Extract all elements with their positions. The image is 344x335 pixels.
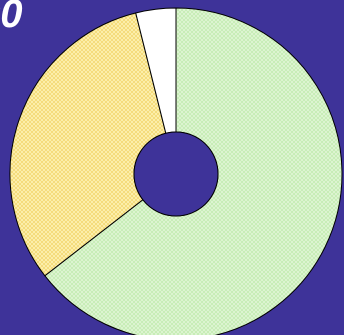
chart-title: 90 [0,0,23,36]
donut-hole [133,131,219,217]
donut-slices [9,7,343,335]
